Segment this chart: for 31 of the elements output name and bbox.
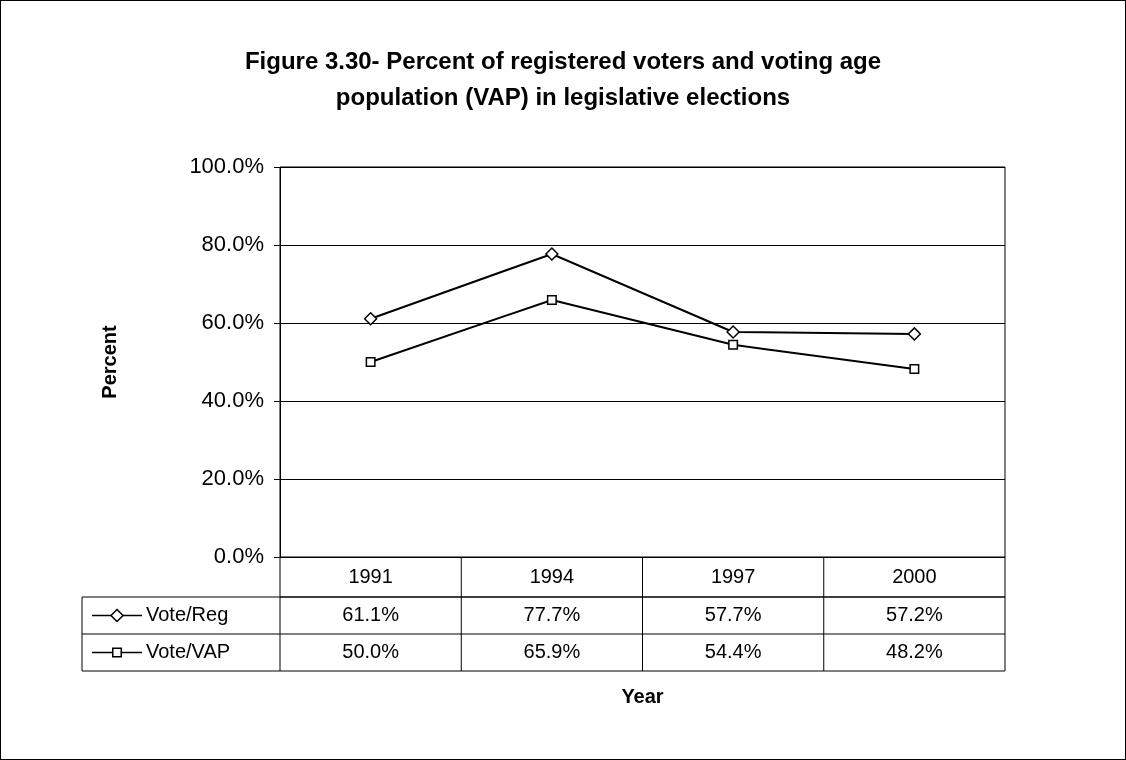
x-tick-label: 2000 bbox=[892, 564, 937, 587]
y-tick-label: 60.0% bbox=[201, 309, 264, 335]
data-label: 54.4% bbox=[704, 640, 762, 663]
data-label: 57.7% bbox=[704, 603, 762, 626]
y-tick-label: 40.0% bbox=[201, 387, 264, 413]
x-tick-label: 1991 bbox=[348, 564, 393, 587]
point bbox=[728, 339, 739, 350]
chart-title: Figure 3.30- Percent of registered voters and voting age population (VAP) in legislative elections bbox=[244, 46, 882, 110]
x-tick-label: 1997 bbox=[710, 564, 756, 587]
y-axis-title: Percent bbox=[97, 324, 120, 399]
point bbox=[365, 357, 376, 367]
x-axis-title: Year bbox=[621, 684, 664, 707]
data-label: 77.7% bbox=[523, 603, 581, 626]
point bbox=[909, 364, 920, 375]
legend-label: Vote/VAP bbox=[146, 640, 231, 663]
data-label: 50.0% bbox=[342, 640, 400, 663]
y-tick-label: 0.0% bbox=[213, 543, 264, 569]
data-label: 57.2% bbox=[886, 603, 943, 626]
legend-label: Vote/Reg bbox=[146, 603, 229, 626]
data-label: 48.2% bbox=[886, 640, 943, 663]
point bbox=[363, 311, 378, 326]
data-label: 61.1% bbox=[342, 603, 400, 626]
y-tick-label: 80.0% bbox=[201, 231, 264, 257]
y-tick-label: 100.0% bbox=[189, 153, 264, 179]
point bbox=[545, 247, 559, 261]
point bbox=[546, 295, 557, 305]
point bbox=[907, 327, 922, 341]
x-tick-label: 1994 bbox=[529, 564, 575, 587]
point bbox=[726, 325, 740, 339]
y-tick-label: 20.0% bbox=[201, 465, 264, 491]
data-label: 65.9% bbox=[523, 640, 581, 663]
